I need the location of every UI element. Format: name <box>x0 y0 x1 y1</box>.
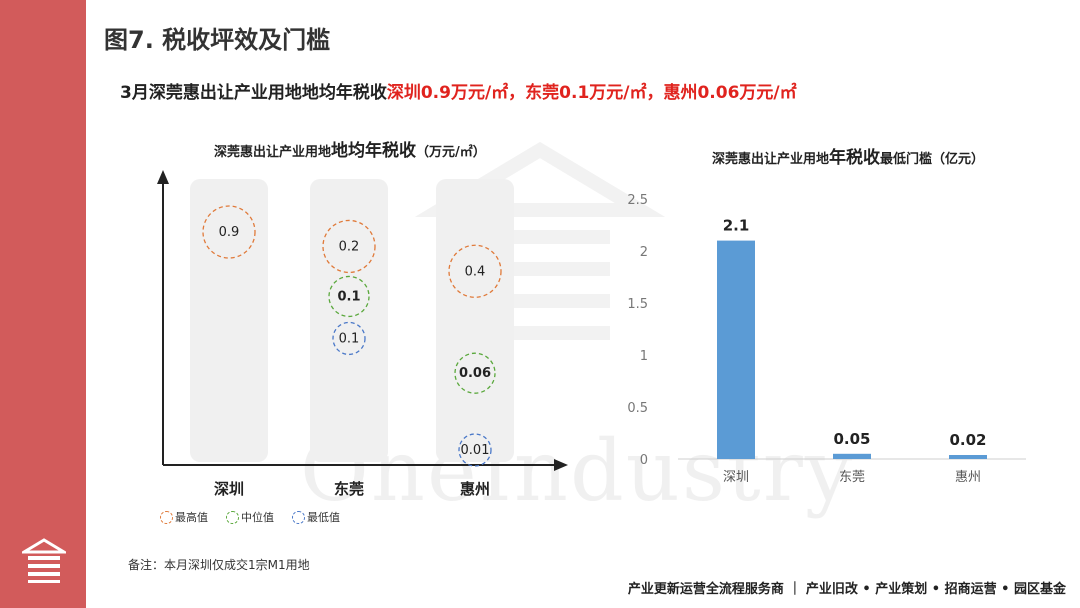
point-median-2 <box>454 352 496 394</box>
left-chart-title-main: 地均年税收 <box>331 141 417 161</box>
page-title: 图7. 税收坪效及门槛 <box>104 26 331 54</box>
y-tick-label-5: 2.5 <box>627 193 648 208</box>
y-tick-label-2: 1 <box>640 349 648 364</box>
point-max-2 <box>448 244 502 298</box>
category-label-1: 东莞 <box>334 480 364 498</box>
right-chart-title-suffix: 最低门槛（亿元） <box>880 152 985 167</box>
footer-tagline: 产业更新运营全流程服务商 ｜ 产业旧改 • 产业策划 • 招商运营 • 园区基金 <box>627 582 1066 597</box>
legend-min-icon <box>292 510 305 524</box>
x-axis-arrow-icon <box>554 459 568 471</box>
column-bg-2 <box>436 179 514 462</box>
point-max-0 <box>202 205 256 259</box>
bar-0 <box>717 240 755 459</box>
bar-data-label-1: 0.05 <box>833 430 870 448</box>
y-axis-arrow-icon <box>157 170 169 184</box>
point-min-2 <box>458 433 492 467</box>
right-chart-title: 深莞惠出让产业用地年税收最低门槛（亿元） <box>712 143 984 168</box>
y-tick-label-1: 0.5 <box>627 401 648 416</box>
left-chart-legend: 最高值 中位值 最低值 <box>160 509 340 525</box>
right-chart-title-prefix: 深莞惠出让产业用地 <box>712 152 830 167</box>
legend-label-max: 最高值 <box>175 511 208 524</box>
point-median-1 <box>328 275 370 318</box>
data-label-min-2: 0.01 <box>461 443 490 458</box>
legend-label-min: 最低值 <box>307 511 340 524</box>
legend-item-max: 最高值 <box>160 509 208 525</box>
category-label-0: 深圳 <box>214 480 244 498</box>
data-label-median-1: 0.1 <box>337 289 360 304</box>
point-min-1 <box>332 321 366 356</box>
data-label-min-1: 0.1 <box>339 331 360 346</box>
legend-max-icon <box>160 510 173 524</box>
right-chart-title-main: 年税收 <box>829 148 881 168</box>
bar-2 <box>949 455 987 459</box>
data-label-max-2: 0.4 <box>465 264 486 279</box>
column-bg-1 <box>310 179 388 462</box>
legend-label-median: 中位值 <box>241 511 274 524</box>
point-max-1 <box>322 219 376 274</box>
company-logo-icon <box>22 538 66 583</box>
data-label-max-0: 0.9 <box>219 225 240 240</box>
legend-median-icon <box>226 510 239 524</box>
y-tick-label-0: 0 <box>640 453 648 468</box>
left-chart-title-unit: （万元/㎡） <box>416 145 486 160</box>
category-label-2: 惠州 <box>460 480 490 498</box>
left-chart-title-prefix: 深莞惠出让产业用地 <box>214 145 332 160</box>
headline: 3月深莞惠出让产业用地地均年税收深圳0.9万元/㎡，东莞0.1万元/㎡，惠州0.… <box>120 78 797 103</box>
bar-category-label-1: 东莞 <box>839 470 865 485</box>
legend-item-median: 中位值 <box>226 509 274 525</box>
bar-data-label-2: 0.02 <box>949 431 986 449</box>
bar-category-label-0: 深圳 <box>723 470 749 485</box>
bar-1 <box>833 453 871 459</box>
bar-data-label-0: 2.1 <box>723 217 750 235</box>
footnote: 备注：本月深圳仅成交1宗M1用地 <box>128 558 310 572</box>
y-tick-label-4: 2 <box>640 245 648 260</box>
bar-category-label-2: 惠州 <box>955 470 981 485</box>
left-sidebar <box>0 0 86 608</box>
headline-highlight: 深圳0.9万元/㎡，东莞0.1万元/㎡，惠州0.06万元/㎡ <box>386 83 797 103</box>
data-label-max-1: 0.2 <box>339 239 360 254</box>
column-bg-0 <box>190 179 268 462</box>
legend-item-min: 最低值 <box>292 509 340 525</box>
data-label-median-2: 0.06 <box>459 366 491 381</box>
y-tick-label-3: 1.5 <box>627 297 648 312</box>
headline-prefix: 3月深莞惠出让产业用地地均年税收 <box>120 83 387 103</box>
left-chart-title: 深莞惠出让产业用地地均年税收（万元/㎡） <box>214 136 486 161</box>
